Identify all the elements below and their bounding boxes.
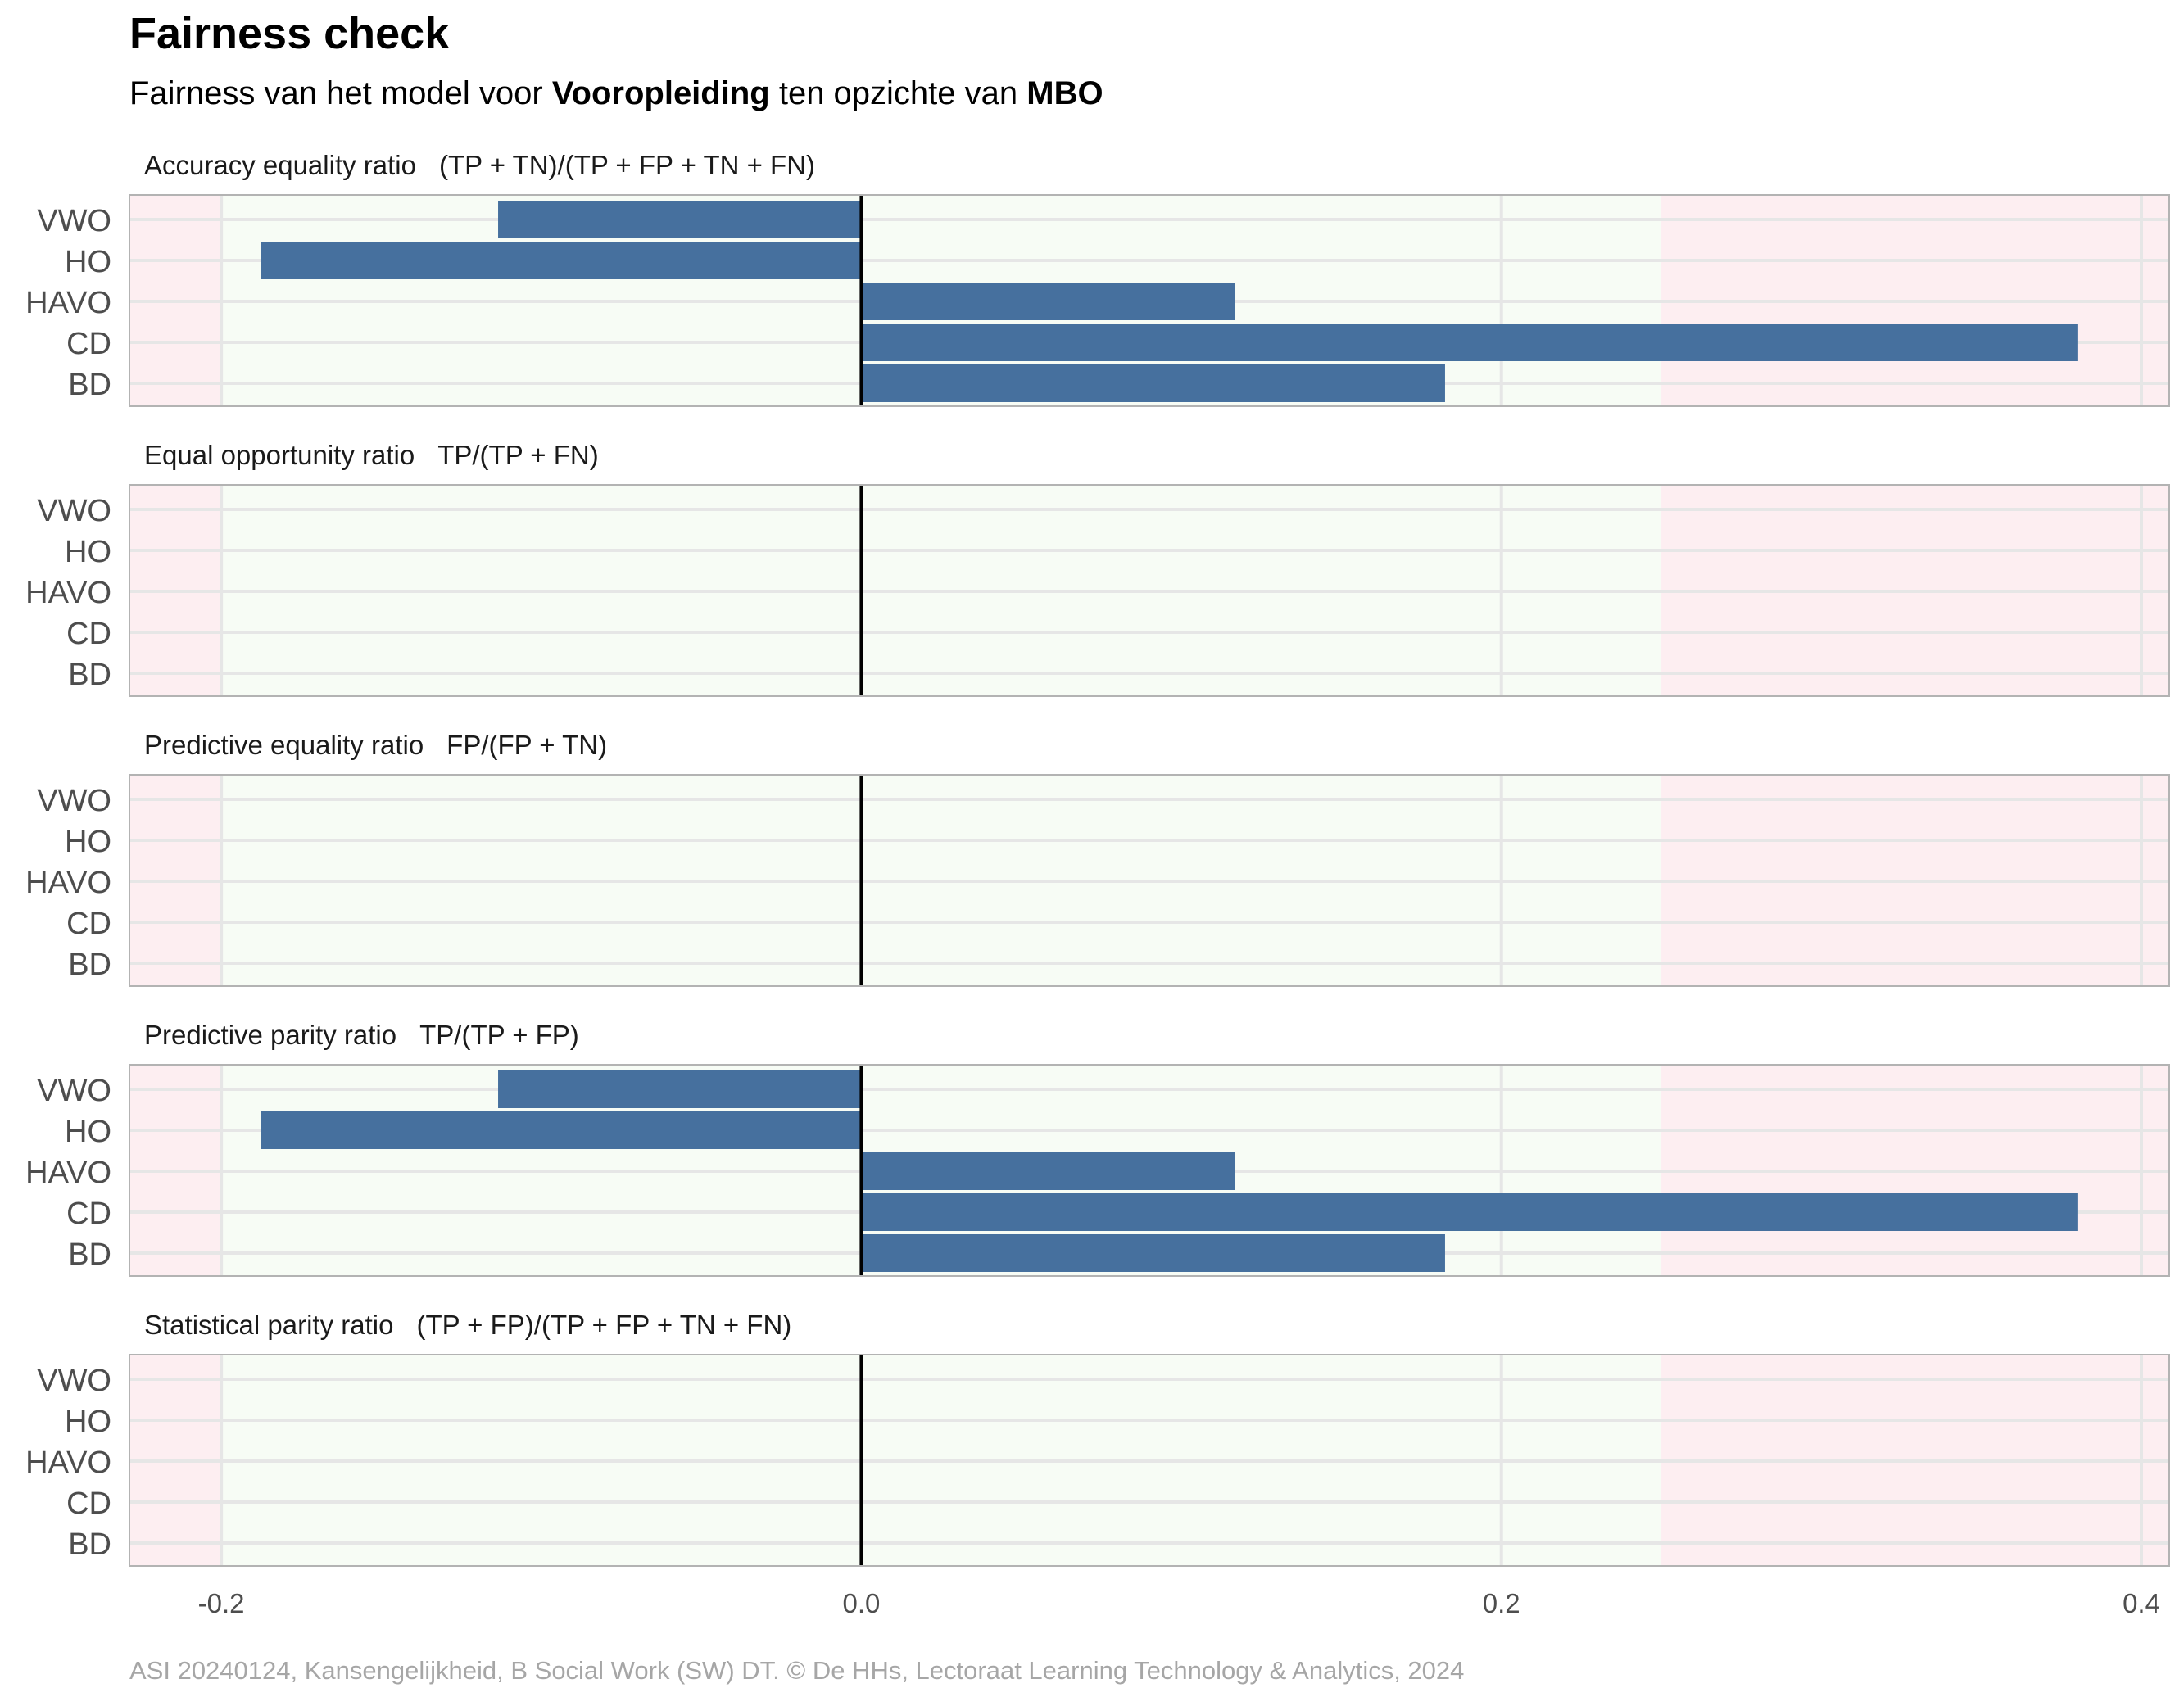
bar-vwo [498, 201, 862, 238]
bar-ho [261, 242, 862, 279]
category-label: BD [68, 1527, 111, 1562]
subtitle-reference: MBO [1026, 75, 1103, 111]
bar-cd [861, 324, 2078, 361]
category-label: CD [66, 1197, 111, 1231]
facet-label: Accuracy equality ratio (TP + TN)/(TP + F… [144, 150, 815, 180]
bar-havo [861, 283, 1235, 320]
x-tick-label: -0.2 [198, 1588, 245, 1618]
facet-label: Predictive parity ratio TP/(TP + FP) [144, 1020, 579, 1050]
category-label: HO [65, 535, 111, 569]
bar-havo [861, 1152, 1235, 1190]
bar-bd [861, 364, 1445, 402]
facet-label: Equal opportunity ratio TP/(TP + FN) [144, 440, 599, 470]
facet-formula: (TP + TN)/(TP + FP + TN + FN) [439, 150, 815, 180]
bar-vwo [498, 1070, 862, 1108]
category-label: HAVO [25, 866, 111, 900]
x-tick-label: 0.4 [2123, 1588, 2160, 1618]
category-label: CD [66, 617, 111, 651]
panel-border [129, 774, 2170, 987]
category-label: CD [66, 327, 111, 361]
panel-border [129, 484, 2170, 697]
category-label: HO [65, 245, 111, 279]
subtitle-middle: ten opzichte van [769, 75, 1027, 111]
facet-metric: Statistical parity ratio [144, 1310, 393, 1340]
category-label: HAVO [25, 286, 111, 320]
category-label: BD [68, 368, 111, 402]
category-label: BD [68, 658, 111, 692]
category-label: HAVO [25, 1446, 111, 1480]
panel-border [129, 194, 2170, 407]
facet-metric: Accuracy equality ratio [144, 150, 416, 180]
facet-label: Predictive equality ratio FP/(FP + TN) [144, 730, 607, 760]
bar-bd [861, 1234, 1445, 1272]
x-tick-label: 0.2 [1483, 1588, 1520, 1618]
facet-formula: FP/(FP + TN) [446, 730, 607, 760]
subtitle-variable: Vooropleiding [551, 75, 770, 111]
chart-title: Fairness check [129, 9, 450, 58]
category-label: VWO [37, 1074, 111, 1108]
category-label: BD [68, 948, 111, 982]
panel-border [129, 1354, 2170, 1567]
facet-formula: (TP + FP)/(TP + FP + TN + FN) [416, 1310, 791, 1340]
facet-formula: TP/(TP + FP) [419, 1020, 579, 1050]
facet-metric: Equal opportunity ratio [144, 440, 415, 470]
category-label: HO [65, 1115, 111, 1149]
category-label: HAVO [25, 576, 111, 610]
category-label: VWO [37, 204, 111, 238]
category-label: VWO [37, 784, 111, 818]
category-label: CD [66, 1487, 111, 1521]
chart-subtitle: Fairness van het model voor Vooropleidin… [129, 75, 1103, 112]
category-label: CD [66, 907, 111, 941]
facet-formula: TP/(TP + FN) [437, 440, 599, 470]
facet-metric: Predictive parity ratio [144, 1020, 396, 1050]
bar-cd [861, 1193, 2078, 1231]
category-label: VWO [37, 1364, 111, 1398]
facet-label: Statistical parity ratio (TP + FP)/(TP + … [144, 1310, 791, 1340]
category-label: BD [68, 1238, 111, 1272]
panel-border [129, 1064, 2170, 1277]
x-tick-label: 0.0 [842, 1588, 880, 1618]
caption: ASI 20240124, Kansengelijkheid, B Social… [129, 1656, 1465, 1685]
subtitle-prefix: Fairness van het model voor [129, 75, 552, 111]
category-label: HO [65, 1405, 111, 1439]
bar-ho [261, 1111, 862, 1149]
category-label: HAVO [25, 1156, 111, 1190]
category-label: VWO [37, 494, 111, 528]
facet-metric: Predictive equality ratio [144, 730, 424, 760]
category-label: HO [65, 825, 111, 859]
